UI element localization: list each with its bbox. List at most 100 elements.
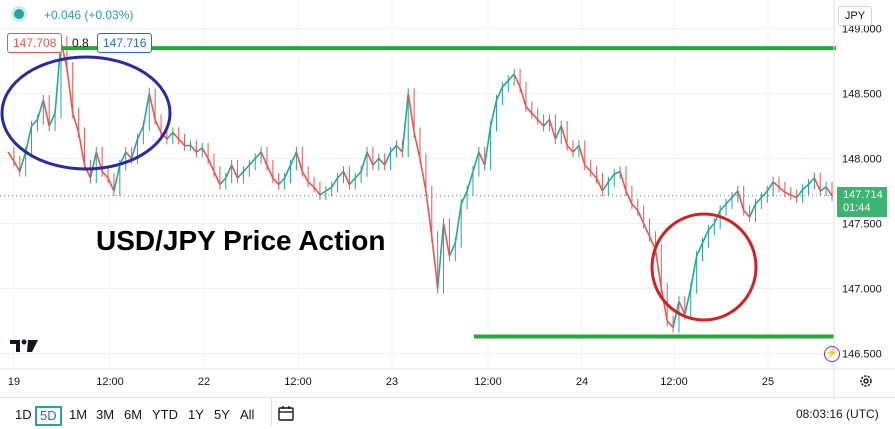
timeframe-1d[interactable]: 1D: [15, 407, 32, 422]
bar-countdown-label: 01:44: [843, 202, 871, 214]
flash-icon[interactable]: ⚡: [824, 346, 840, 362]
currency-selector[interactable]: JPY: [838, 6, 872, 26]
price-segment: [507, 73, 515, 82]
price-segment: [301, 171, 309, 183]
price-segment: [519, 86, 527, 107]
price-segment: [766, 181, 774, 192]
highlight-ellipse[interactable]: [0, 55, 172, 171]
price-segment: [272, 177, 280, 186]
price-segment: [590, 170, 598, 179]
price-segment: [754, 196, 762, 205]
price-segment: [601, 181, 610, 192]
price-segment: [378, 157, 386, 166]
price-segment: [230, 164, 239, 179]
price-segment: [796, 189, 804, 198]
price-segment: [466, 171, 474, 192]
price-segment: [778, 186, 786, 193]
y-tick-label: 146.500: [842, 348, 882, 360]
timeframe-all[interactable]: All: [240, 407, 255, 422]
price-segment: [802, 183, 809, 191]
price-segment: [430, 236, 439, 289]
timeframe-6m[interactable]: 6M: [124, 407, 143, 422]
price-segment: [825, 186, 833, 197]
time-axis[interactable]: 19 12:00 22 12:00 23 12:00 24 12:00 25: [0, 368, 895, 388]
price-segment: [189, 144, 197, 153]
spread-value: 0.8: [72, 36, 89, 50]
price-segment: [654, 249, 663, 289]
price-segment: [289, 151, 298, 166]
price-segment: [525, 106, 533, 114]
x-tick-label: 19: [8, 376, 20, 388]
ask-price-button[interactable]: 147.716: [97, 33, 153, 53]
price-segment: [248, 157, 256, 166]
price-segment: [307, 181, 315, 188]
price-segment: [372, 157, 380, 166]
price-segment: [436, 223, 445, 289]
price-segment: [89, 151, 98, 179]
price-segment: [425, 190, 433, 237]
price-segment: [360, 151, 368, 172]
timeframe-3m[interactable]: 3M: [96, 407, 115, 422]
y-tick-label: 147.500: [842, 218, 882, 230]
x-tick-label: 24: [576, 376, 588, 388]
timeframe-5d[interactable]: 5D: [35, 406, 62, 426]
price-segment: [178, 138, 186, 147]
price-segment: [148, 93, 156, 120]
price-axis[interactable]: 146.500 147.000 147.500 148.000 148.500 149.0…: [833, 0, 882, 397]
price-segment: [225, 164, 233, 179]
price-segment: [54, 41, 62, 114]
price-segment: [737, 190, 745, 211]
price-segment: [748, 203, 757, 218]
price-chart[interactable]: 146.500 147.000 147.500 148.000 148.500 149.0…: [0, 0, 895, 397]
price-segment: [790, 194, 798, 199]
price-segment: [613, 170, 621, 175]
price-series: [0, 36, 834, 333]
price-segment: [201, 147, 209, 159]
price-segment: [107, 177, 115, 192]
price-segment: [531, 112, 539, 121]
price-segment: [13, 160, 21, 172]
highlight-circle[interactable]: [650, 212, 758, 322]
market-status-dot: [14, 9, 24, 19]
price-segment: [760, 190, 768, 199]
price-segment: [813, 177, 821, 192]
bid-price-button[interactable]: 147.708: [7, 33, 63, 53]
price-segment: [383, 151, 392, 166]
timeframe-1m[interactable]: 1M: [69, 407, 88, 422]
price-segment: [501, 80, 509, 88]
price-segment: [407, 93, 415, 133]
timeframe-5y[interactable]: 5Y: [214, 407, 230, 422]
settings-gear-icon[interactable]: [858, 373, 874, 389]
tradingview-logo[interactable]: [10, 338, 40, 354]
price-segment: [731, 190, 739, 199]
price-segment: [495, 86, 504, 101]
price-segment: [395, 144, 403, 153]
price-segment: [242, 164, 250, 173]
price-segment: [354, 170, 362, 179]
price-segment: [619, 171, 627, 192]
price-segment: [689, 255, 698, 289]
timeframe-1y[interactable]: 1Y: [188, 407, 204, 422]
current-price-tag: 147.714 01:44: [837, 187, 887, 217]
utc-clock[interactable]: 08:03:16 (UTC): [796, 407, 879, 421]
y-tick-label: 148.500: [842, 89, 882, 101]
price-segment: [219, 177, 227, 186]
date-range-button[interactable]: [277, 404, 295, 422]
price-segment: [283, 164, 292, 179]
price-segment: [195, 147, 203, 153]
price-segment: [71, 112, 80, 133]
price-segment: [478, 151, 486, 166]
x-tick-label: 23: [386, 376, 398, 388]
x-tick-label: 12:00: [660, 376, 688, 388]
price-segment: [295, 151, 304, 172]
price-segment: [101, 170, 109, 179]
price-segment: [695, 242, 704, 257]
price-segment: [7, 151, 15, 162]
price-segment: [319, 190, 327, 196]
x-tick-label: 12:00: [284, 376, 312, 388]
timeframe-ytd[interactable]: YTD: [152, 407, 178, 422]
price-segment: [572, 144, 580, 153]
price-segment: [401, 93, 410, 153]
price-segment: [678, 301, 686, 315]
price-segment: [113, 164, 121, 192]
